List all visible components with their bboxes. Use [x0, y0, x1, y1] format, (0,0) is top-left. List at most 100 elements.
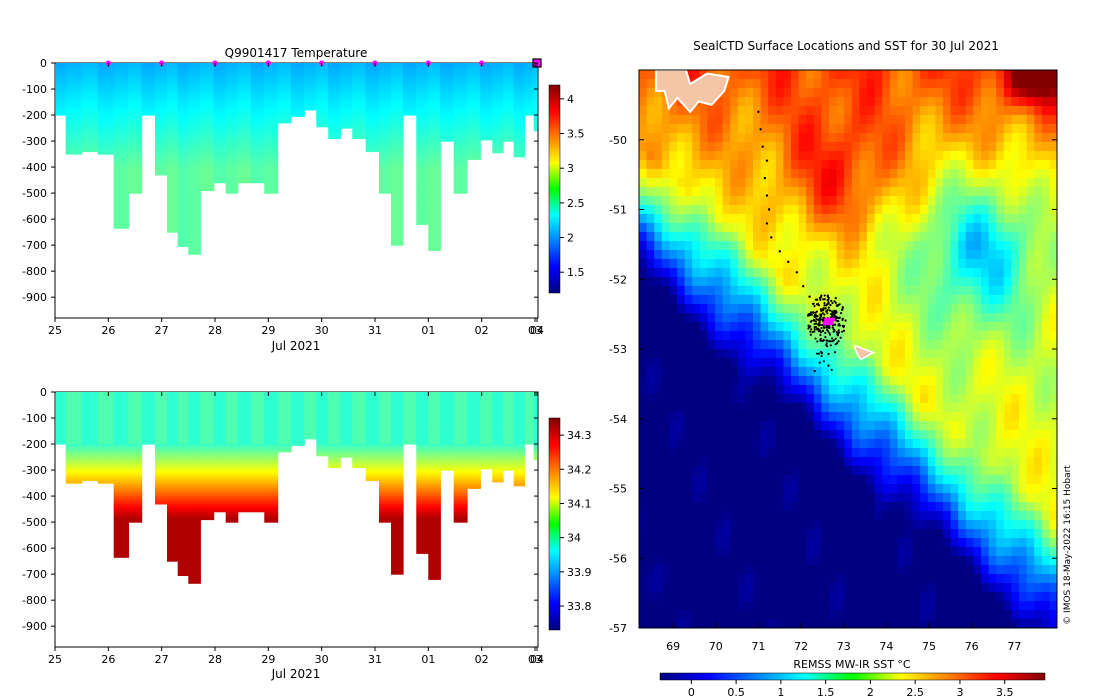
profile-cell: [65, 462, 83, 466]
profile-cell: [155, 120, 168, 124]
profile-cell: [188, 125, 201, 129]
profile-cell: [188, 174, 201, 179]
profile-cell: [365, 457, 380, 461]
profile-cell: [428, 571, 441, 575]
profile-cell: [416, 493, 429, 497]
profile-cell: [225, 459, 239, 463]
sst-cell: [927, 187, 936, 197]
profile-cell: [379, 511, 392, 515]
sst-cell: [775, 286, 784, 296]
profile-cell: [453, 493, 468, 497]
profile-cell: [213, 117, 227, 121]
profile-cell: [264, 169, 279, 173]
sst-cell: [981, 250, 990, 260]
profile-cell: [328, 120, 341, 124]
profile-cell: [188, 558, 201, 562]
sst-cell: [905, 133, 914, 143]
sst-cell: [646, 205, 655, 215]
sst-cell: [920, 169, 929, 179]
profile-cell: [225, 514, 239, 518]
profile-cell: [440, 112, 455, 116]
profile-cell: [113, 522, 129, 526]
sst-cell: [996, 124, 1005, 134]
sst-cell: [1011, 268, 1020, 278]
profile-cell: [453, 167, 468, 171]
profile-cell: [188, 130, 201, 134]
profile-cell: [177, 102, 189, 106]
sst-cell: [958, 70, 967, 80]
profile-cell: [65, 410, 83, 414]
sst-cell: [897, 151, 906, 161]
profile-cell: [113, 490, 129, 495]
profile-cell: [428, 216, 441, 220]
profile-cell: [200, 394, 215, 398]
profile-cell: [188, 553, 201, 557]
profile-cell: [379, 146, 392, 150]
sst-cell: [973, 169, 982, 179]
profile-cell: [533, 83, 538, 87]
profile-cell: [113, 457, 129, 461]
profile-cell: [277, 444, 292, 448]
profile-cell: [264, 449, 279, 453]
profile-column: [340, 63, 353, 129]
profile-cell: [340, 99, 353, 103]
sst-cell: [1011, 79, 1020, 89]
profile-cell: [503, 96, 515, 100]
sst-cell: [927, 79, 936, 89]
sst-cell: [1026, 214, 1035, 224]
sst-cell: [737, 295, 746, 305]
profile-cell: [428, 96, 441, 100]
profile-cell: [328, 454, 341, 458]
profile-cell: [225, 454, 239, 458]
profile-cell: [177, 407, 189, 411]
sst-cell: [783, 277, 792, 287]
profile-cell: [304, 410, 317, 414]
sst-cell: [745, 286, 754, 296]
sst-cell: [836, 187, 845, 197]
profile-cell: [467, 397, 481, 401]
sst-cell: [859, 79, 868, 89]
profile-cell: [264, 78, 279, 82]
sst-cell: [996, 250, 1005, 260]
profile-cell: [56, 407, 67, 411]
profile-cell: [480, 102, 493, 106]
sst-cell: [1011, 169, 1020, 179]
sst-cell: [950, 268, 959, 278]
profile-cell: [403, 441, 417, 445]
profile-cell: [113, 425, 129, 429]
profile-cell: [391, 216, 404, 220]
profile-cell: [81, 436, 99, 440]
profile-cell: [113, 161, 129, 166]
profile-cell: [480, 128, 493, 132]
sst-cell: [1026, 88, 1035, 98]
profile-cell: [524, 392, 535, 396]
profile-cell: [213, 161, 227, 166]
sst-cell: [677, 232, 686, 242]
profile-column: [403, 392, 417, 445]
profile-cell: [264, 519, 279, 523]
profile-cell: [277, 115, 292, 119]
sst-cell: [996, 178, 1005, 188]
profile-cell: [128, 117, 143, 121]
profile-cell: [188, 208, 201, 212]
profile-cell: [316, 122, 329, 126]
sst-cell: [874, 214, 883, 224]
profile-cell: [81, 428, 99, 432]
profile-cell: [403, 76, 417, 80]
sst-cell: [798, 79, 807, 89]
profile-cell: [340, 449, 353, 453]
sst-cell: [950, 214, 959, 224]
sst-cell: [730, 88, 739, 98]
sst-cell: [684, 187, 693, 197]
profile-cell: [365, 462, 380, 466]
profile-cell: [128, 63, 143, 67]
sst-cell: [715, 97, 724, 107]
profile-cell: [428, 454, 441, 458]
profile-cell: [416, 449, 429, 453]
sst-cell: [775, 178, 784, 188]
sst-cell: [661, 106, 670, 116]
y-tick-label: -500: [22, 516, 47, 529]
profile-cell: [440, 109, 455, 113]
sst-cell: [889, 70, 898, 80]
sst-cell: [684, 124, 693, 134]
